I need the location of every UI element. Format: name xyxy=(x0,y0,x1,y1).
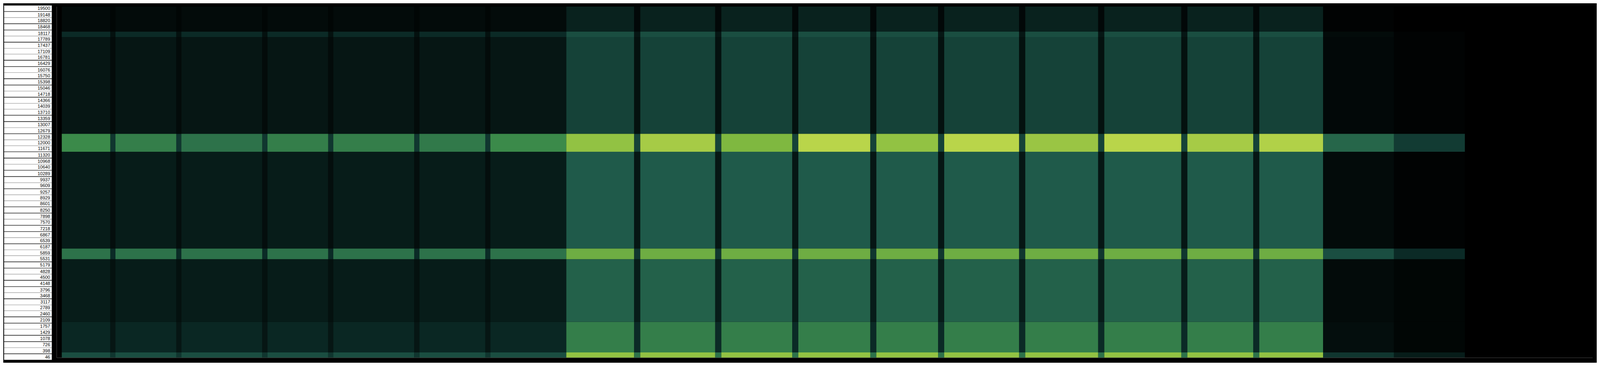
svg-text:46: 46 xyxy=(45,354,51,360)
svg-text:5179: 5179 xyxy=(40,262,51,268)
svg-text:4828: 4828 xyxy=(40,268,51,274)
svg-text:7570: 7570 xyxy=(40,219,51,225)
svg-text:6867: 6867 xyxy=(40,232,51,238)
svg-text:17789: 17789 xyxy=(37,36,51,42)
svg-text:14366: 14366 xyxy=(37,97,51,103)
svg-text:16429: 16429 xyxy=(37,60,51,66)
svg-text:7218: 7218 xyxy=(40,225,51,231)
svg-text:726: 726 xyxy=(42,341,51,347)
svg-text:17109: 17109 xyxy=(37,48,51,54)
svg-text:13007: 13007 xyxy=(37,122,51,127)
svg-text:18468: 18468 xyxy=(37,24,51,30)
svg-text:2109: 2109 xyxy=(40,317,51,323)
svg-text:3117: 3117 xyxy=(40,299,51,305)
svg-text:9257: 9257 xyxy=(40,189,51,195)
svg-text:9609: 9609 xyxy=(40,182,51,188)
svg-text:6187: 6187 xyxy=(40,244,51,249)
svg-text:8601: 8601 xyxy=(40,200,51,206)
svg-text:8250: 8250 xyxy=(40,207,51,213)
svg-text:10640: 10640 xyxy=(37,164,51,170)
svg-text:12328: 12328 xyxy=(37,134,51,140)
svg-text:13359: 13359 xyxy=(37,115,51,121)
svg-text:8929: 8929 xyxy=(40,195,51,201)
svg-text:1757: 1757 xyxy=(40,323,51,329)
svg-text:13710: 13710 xyxy=(37,109,51,115)
svg-text:11671: 11671 xyxy=(37,145,51,151)
svg-text:5531: 5531 xyxy=(40,255,51,261)
svg-text:15046: 15046 xyxy=(37,85,51,91)
svg-text:2460: 2460 xyxy=(40,311,51,316)
svg-text:16076: 16076 xyxy=(37,67,51,73)
svg-text:14718: 14718 xyxy=(37,91,51,97)
svg-text:10289: 10289 xyxy=(37,170,51,176)
svg-text:6539: 6539 xyxy=(40,237,51,243)
svg-text:2789: 2789 xyxy=(40,304,51,310)
svg-text:4500: 4500 xyxy=(40,274,51,280)
svg-text:3796: 3796 xyxy=(40,287,51,293)
svg-text:12679: 12679 xyxy=(37,128,51,134)
svg-text:9937: 9937 xyxy=(40,177,51,183)
svg-text:19500: 19500 xyxy=(37,5,51,11)
svg-text:18117: 18117 xyxy=(37,30,51,36)
svg-text:4148: 4148 xyxy=(40,280,51,286)
svg-text:14039: 14039 xyxy=(37,103,51,109)
svg-text:15398: 15398 xyxy=(37,79,51,85)
svg-text:398: 398 xyxy=(42,348,51,353)
svg-text:12000: 12000 xyxy=(37,140,51,146)
svg-text:17437: 17437 xyxy=(37,42,51,48)
svg-text:10968: 10968 xyxy=(37,158,51,164)
svg-text:19148: 19148 xyxy=(37,12,51,18)
svg-text:18820: 18820 xyxy=(37,18,51,24)
svg-text:11320: 11320 xyxy=(37,152,51,158)
svg-text:5859: 5859 xyxy=(40,250,51,256)
svg-text:1429: 1429 xyxy=(40,329,51,335)
svg-text:3468: 3468 xyxy=(40,292,51,298)
svg-text:15750: 15750 xyxy=(37,73,51,79)
svg-text:7898: 7898 xyxy=(40,213,51,219)
svg-text:16781: 16781 xyxy=(37,54,51,60)
svg-text:1078: 1078 xyxy=(40,335,51,341)
